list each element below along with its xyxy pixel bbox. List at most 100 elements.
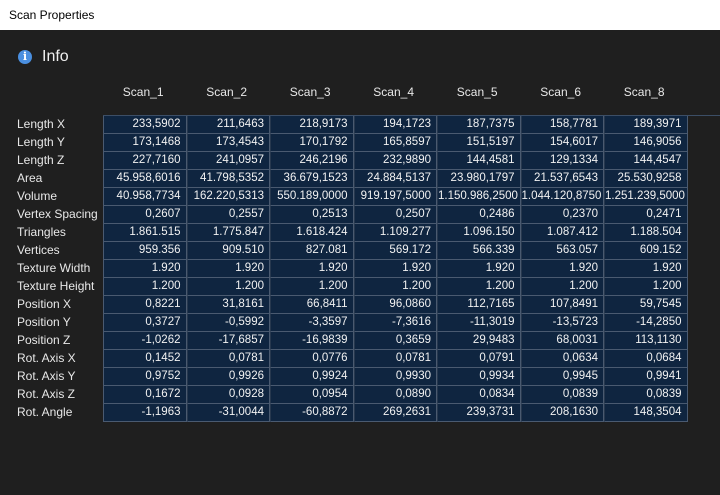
table-cell[interactable]: -16,9839 xyxy=(270,332,354,350)
table-cell[interactable]: 609.152 xyxy=(604,242,688,260)
table-cell[interactable]: 31,8161 xyxy=(186,296,270,314)
table-cell[interactable]: 107,8491 xyxy=(520,296,604,314)
table-cell[interactable]: -7,3616 xyxy=(353,314,437,332)
table-cell[interactable]: 23.980,1797 xyxy=(437,170,521,188)
table-cell[interactable]: 1.861.515 xyxy=(103,224,187,242)
table-cell[interactable]: 158,7781 xyxy=(520,116,604,134)
table-cell[interactable]: -60,8872 xyxy=(270,404,354,422)
table-cell[interactable]: 227,7160 xyxy=(103,152,187,170)
table-cell[interactable]: 909.510 xyxy=(186,242,270,260)
table-cell[interactable]: 1.920 xyxy=(437,260,521,278)
table-cell[interactable]: 269,2631 xyxy=(353,404,437,422)
table-cell[interactable]: 241,0957 xyxy=(186,152,270,170)
table-cell[interactable]: 162.220,5313 xyxy=(186,188,270,206)
table-cell[interactable]: 1.200 xyxy=(520,278,604,296)
table-cell[interactable]: 45.958,6016 xyxy=(103,170,187,188)
table-cell[interactable]: 0,0954 xyxy=(270,386,354,404)
table-cell[interactable]: 170,1792 xyxy=(270,134,354,152)
table-cell[interactable]: 0,9924 xyxy=(270,368,354,386)
table-cell[interactable]: 25.530,9258 xyxy=(604,170,688,188)
table-cell[interactable]: 0,2486 xyxy=(437,206,521,224)
table-cell[interactable]: 0,3659 xyxy=(353,332,437,350)
table-cell[interactable]: 1.109.277 xyxy=(353,224,437,242)
table-cell[interactable]: 0,0839 xyxy=(520,386,604,404)
table-cell[interactable]: 232,9890 xyxy=(353,152,437,170)
table-cell[interactable]: 563.057 xyxy=(520,242,604,260)
table-cell[interactable]: 0,0890 xyxy=(353,386,437,404)
table-cell[interactable]: 154,6017 xyxy=(520,134,604,152)
table-cell[interactable]: 146,9056 xyxy=(604,134,688,152)
table-cell[interactable]: 0,0781 xyxy=(353,350,437,368)
table-cell[interactable]: -0,5992 xyxy=(186,314,270,332)
table-cell[interactable]: 0,2513 xyxy=(270,206,354,224)
table-cell[interactable]: 0,8221 xyxy=(103,296,187,314)
table-cell[interactable]: 0,0791 xyxy=(437,350,521,368)
table-cell[interactable]: -3,3597 xyxy=(270,314,354,332)
table-cell[interactable]: 0,9945 xyxy=(520,368,604,386)
table-cell[interactable]: 144,4581 xyxy=(437,152,521,170)
table-cell[interactable]: 1.087.412 xyxy=(520,224,604,242)
table-cell[interactable]: 0,9752 xyxy=(103,368,187,386)
table-cell[interactable]: 59,7545 xyxy=(604,296,688,314)
table-cell[interactable]: -14,2850 xyxy=(604,314,688,332)
table-cell[interactable]: 165,8597 xyxy=(353,134,437,152)
table-cell[interactable]: 66,8411 xyxy=(270,296,354,314)
table-cell[interactable]: 1.188.504 xyxy=(604,224,688,242)
table-cell[interactable]: 0,0928 xyxy=(186,386,270,404)
table-cell[interactable]: 1.200 xyxy=(437,278,521,296)
table-cell[interactable]: 148,3504 xyxy=(604,404,688,422)
table-cell[interactable]: 0,9930 xyxy=(353,368,437,386)
table-cell[interactable]: 173,4543 xyxy=(186,134,270,152)
table-cell[interactable]: 1.618.424 xyxy=(270,224,354,242)
table-cell[interactable]: 1.200 xyxy=(270,278,354,296)
table-cell[interactable]: 1.920 xyxy=(604,260,688,278)
table-cell[interactable]: 1.251.239,5000 xyxy=(604,188,688,206)
table-cell[interactable]: 1.200 xyxy=(604,278,688,296)
table-cell[interactable]: 0,2507 xyxy=(353,206,437,224)
table-cell[interactable]: 1.920 xyxy=(520,260,604,278)
table-cell[interactable]: 208,1630 xyxy=(520,404,604,422)
table-cell[interactable]: 173,1468 xyxy=(103,134,187,152)
table-cell[interactable]: 0,0684 xyxy=(604,350,688,368)
table-cell[interactable]: 211,6463 xyxy=(186,116,270,134)
table-cell[interactable]: 1.920 xyxy=(270,260,354,278)
table-cell[interactable]: 189,3971 xyxy=(604,116,688,134)
table-cell[interactable]: 218,9173 xyxy=(270,116,354,134)
table-cell[interactable]: 0,9934 xyxy=(437,368,521,386)
table-cell[interactable]: 550.189,0000 xyxy=(270,188,354,206)
table-cell[interactable]: 959.356 xyxy=(103,242,187,260)
table-cell[interactable]: 1.200 xyxy=(186,278,270,296)
table-cell[interactable]: 1.096.150 xyxy=(437,224,521,242)
table-cell[interactable]: 1.920 xyxy=(353,260,437,278)
table-cell[interactable]: 0,1672 xyxy=(103,386,187,404)
table-cell[interactable]: 1.200 xyxy=(353,278,437,296)
table-cell[interactable]: 29,9483 xyxy=(437,332,521,350)
table-cell[interactable]: 0,3727 xyxy=(103,314,187,332)
table-cell[interactable]: 129,1334 xyxy=(520,152,604,170)
table-cell[interactable]: 0,2557 xyxy=(186,206,270,224)
table-cell[interactable]: 0,9926 xyxy=(186,368,270,386)
table-cell[interactable]: 144,4547 xyxy=(604,152,688,170)
table-cell[interactable]: 21.537,6543 xyxy=(520,170,604,188)
table-cell[interactable]: 96,0860 xyxy=(353,296,437,314)
table-cell[interactable]: 0,0776 xyxy=(270,350,354,368)
table-cell[interactable]: 68,0031 xyxy=(520,332,604,350)
table-cell[interactable]: 24.884,5137 xyxy=(353,170,437,188)
table-cell[interactable]: 239,3731 xyxy=(437,404,521,422)
table-cell[interactable]: 36.679,1523 xyxy=(270,170,354,188)
table-cell[interactable]: 0,2471 xyxy=(604,206,688,224)
table-cell[interactable]: 246,2196 xyxy=(270,152,354,170)
table-cell[interactable]: 113,1130 xyxy=(604,332,688,350)
properties-table[interactable]: 233,5902 211,6463 218,9173 194,1723 187,7375… xyxy=(103,115,720,422)
table-cell[interactable]: 1.150.986,2500 xyxy=(437,188,521,206)
table-cell[interactable]: -1,1963 xyxy=(103,404,187,422)
table-cell[interactable]: 40.958,7734 xyxy=(103,188,187,206)
table-cell[interactable]: 151,5197 xyxy=(437,134,521,152)
table-cell[interactable]: 233,5902 xyxy=(103,116,187,134)
table-cell[interactable]: 187,7375 xyxy=(437,116,521,134)
table-cell[interactable]: 0,2607 xyxy=(103,206,187,224)
table-cell[interactable]: 0,0781 xyxy=(186,350,270,368)
table-cell[interactable]: 0,0834 xyxy=(437,386,521,404)
table-cell[interactable]: 569.172 xyxy=(353,242,437,260)
table-cell[interactable]: 194,1723 xyxy=(353,116,437,134)
